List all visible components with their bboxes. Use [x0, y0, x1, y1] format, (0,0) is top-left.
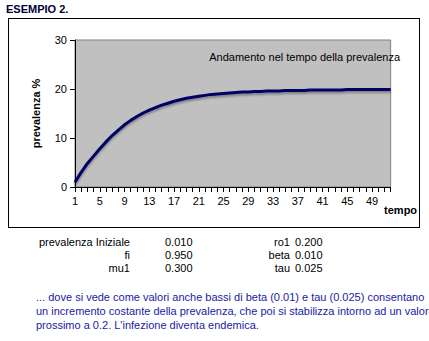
svg-text:9: 9: [121, 195, 127, 207]
svg-text:29: 29: [242, 195, 254, 207]
svg-text:33: 33: [267, 195, 279, 207]
svg-text:prevalenza %: prevalenza %: [30, 78, 42, 148]
html-text:beta: beta: [268, 249, 290, 261]
html-text:prevalenza Iniziale: prevalenza Iniziale: [38, 236, 130, 248]
html-text:0.010: 0.010: [295, 249, 323, 261]
svg-text:25: 25: [217, 195, 229, 207]
svg-text:13: 13: [143, 195, 155, 207]
html-text:tau: tau: [274, 262, 290, 274]
svg-text:tempo: tempo: [384, 204, 417, 216]
svg-text:5: 5: [97, 195, 103, 207]
html-text:ESEMPIO 2.: ESEMPIO 2.: [6, 3, 69, 15]
svg-text:49: 49: [366, 195, 378, 207]
svg-text:Andamento nel tempo della prev: Andamento nel tempo della prevalenza: [209, 51, 401, 63]
svg-text:17: 17: [168, 195, 180, 207]
html-text:fi: fi: [124, 249, 130, 261]
svg-text:21: 21: [193, 195, 205, 207]
html-text:0.010: 0.010: [165, 236, 193, 248]
html-text:0.300: 0.300: [165, 262, 193, 274]
svg-text:20: 20: [55, 83, 67, 95]
svg-text:10: 10: [55, 132, 67, 144]
html-text:0.025: 0.025: [295, 262, 323, 274]
html-text:ro1: ro1: [274, 236, 290, 248]
svg-text:0: 0: [61, 181, 67, 193]
svg-text:37: 37: [292, 195, 304, 207]
svg-text:45: 45: [341, 195, 353, 207]
svg-text:41: 41: [316, 195, 328, 207]
html-text:0.950: 0.950: [165, 249, 193, 261]
html-text:0.200: 0.200: [295, 236, 323, 248]
html-text:mu1: mu1: [108, 262, 130, 274]
svg-text:30: 30: [55, 34, 67, 46]
html-text:prossimo a 0.2. L'infezione di: prossimo a 0.2. L'infezione diventa ende…: [36, 319, 259, 331]
svg-text:1: 1: [72, 195, 78, 207]
html-text:... dove si vede come valori a: ... dove si vede come valori anche bassi…: [36, 291, 425, 303]
